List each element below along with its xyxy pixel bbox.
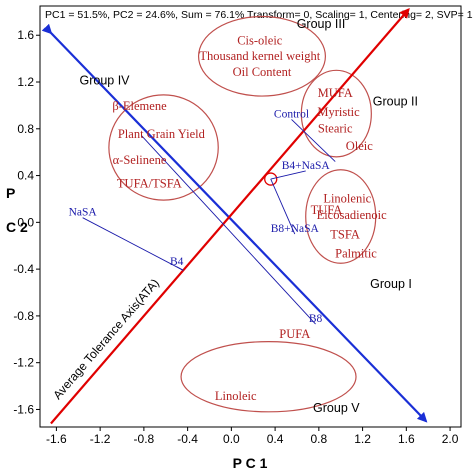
- variable-label: Oil Content: [233, 65, 292, 79]
- y-tick-label: -1.2: [13, 356, 34, 370]
- variable-label: TUFA/TSFA: [117, 176, 182, 190]
- variable-label: PUFA: [279, 327, 310, 341]
- y-tick-label: 0.0: [17, 215, 34, 229]
- y-tick-label: -0.8: [13, 309, 34, 323]
- y-tick-label: 1.2: [17, 75, 34, 89]
- variable-label: TUFA: [311, 203, 343, 217]
- treatment-labels: Control B4+NaSA NaSA B8+NaSA B4 B8: [69, 108, 331, 325]
- treatment-label: B8: [309, 313, 323, 325]
- x-tick-label: -1.2: [90, 432, 111, 446]
- treatment-label: B8+NaSA: [271, 223, 320, 235]
- treatment-line-b4-nasa: [270, 170, 306, 180]
- ata-axis-label: Average Tolerance Axis(ATA): [50, 276, 162, 402]
- ata-average-marker: [264, 172, 278, 186]
- plot-frame: [39, 5, 462, 428]
- treatment-line-b4: [176, 266, 184, 271]
- treatment-label: B4+NaSA: [282, 160, 331, 172]
- group-label: Group III: [297, 17, 346, 31]
- treatment-label: Control: [274, 108, 309, 120]
- variable-label: Stearic: [318, 121, 353, 135]
- group-label: Group IV: [80, 73, 131, 87]
- variable-label: Linolenic: [323, 191, 371, 205]
- treatment-line-control: [291, 119, 336, 162]
- group-labels: Group III Group IV Group II Group I Group V: [80, 17, 418, 415]
- variable-label: MUFA: [318, 86, 353, 100]
- x-tick-label: -0.8: [134, 432, 155, 446]
- x-tick-label: 0.4: [267, 432, 284, 446]
- variable-label: Eicosadienoic: [317, 208, 388, 222]
- svg-text:C 2: C 2: [6, 219, 28, 235]
- y-tick-label: 0.8: [17, 122, 34, 136]
- variable-label: Oleic: [346, 139, 374, 153]
- y-axis-title: P C 2: [6, 185, 28, 235]
- x-tick-label: 0.8: [311, 432, 328, 446]
- variable-label: Myristic: [317, 105, 360, 119]
- x-tick-label: 1.6: [398, 432, 415, 446]
- axis-lines: [41, 7, 428, 425]
- variable-label: TSFA: [330, 228, 360, 242]
- y-tick-label: -1.6: [13, 402, 34, 416]
- x-tick-label: -1.6: [46, 432, 67, 446]
- group-label: Group II: [373, 94, 418, 108]
- y-tick-label: 1.6: [17, 28, 34, 42]
- variable-label: β-Elemene: [112, 99, 167, 113]
- y-axis-ticks: 1.6 1.2 0.8 0.4 0.0 -0.4 -0.8 -1.2 -1.6: [13, 28, 40, 416]
- variable-label: Palmitic: [335, 246, 377, 260]
- x-tick-label: -0.4: [177, 432, 198, 446]
- group-label: Group V: [313, 401, 360, 415]
- variable-label: Plant Grain Yield: [118, 127, 206, 141]
- treatment-line-nasa: [82, 217, 184, 271]
- treatment-line-b8-nasa: [270, 178, 296, 235]
- y-tick-label: -0.4: [13, 262, 34, 276]
- x-tick-label: 0.0: [223, 432, 240, 446]
- variable-label: Thousand kernel weight: [199, 49, 320, 63]
- x-tick-label: 1.2: [354, 432, 371, 446]
- svg-text:P: P: [6, 185, 15, 201]
- chart-header: PC1 = 51.5%, PC2 = 24.6%, Sum = 76.1% Tr…: [45, 9, 473, 21]
- ata-axis-line: [50, 7, 410, 425]
- x-tick-label: 2.0: [442, 432, 459, 446]
- variable-label: Cis-oleic: [237, 34, 283, 48]
- variable-label: Linoleic: [215, 389, 257, 403]
- treatment-label: B4: [170, 256, 184, 268]
- group-label: Group I: [370, 277, 412, 291]
- treatment-lines: [82, 119, 336, 325]
- x-axis-ticks: -1.6 -1.2 -0.8 -0.4 0.0 0.4 0.8 1.2 1.6 2.0: [46, 427, 459, 446]
- perpendicular-axis-line: [41, 23, 428, 423]
- treatment-line-b8: [141, 135, 316, 325]
- x-axis-title: P C 1: [233, 455, 268, 471]
- treatment-label: NaSA: [69, 207, 98, 219]
- variable-label: α-Selinene: [113, 153, 167, 167]
- y-tick-label: 0.4: [17, 169, 34, 183]
